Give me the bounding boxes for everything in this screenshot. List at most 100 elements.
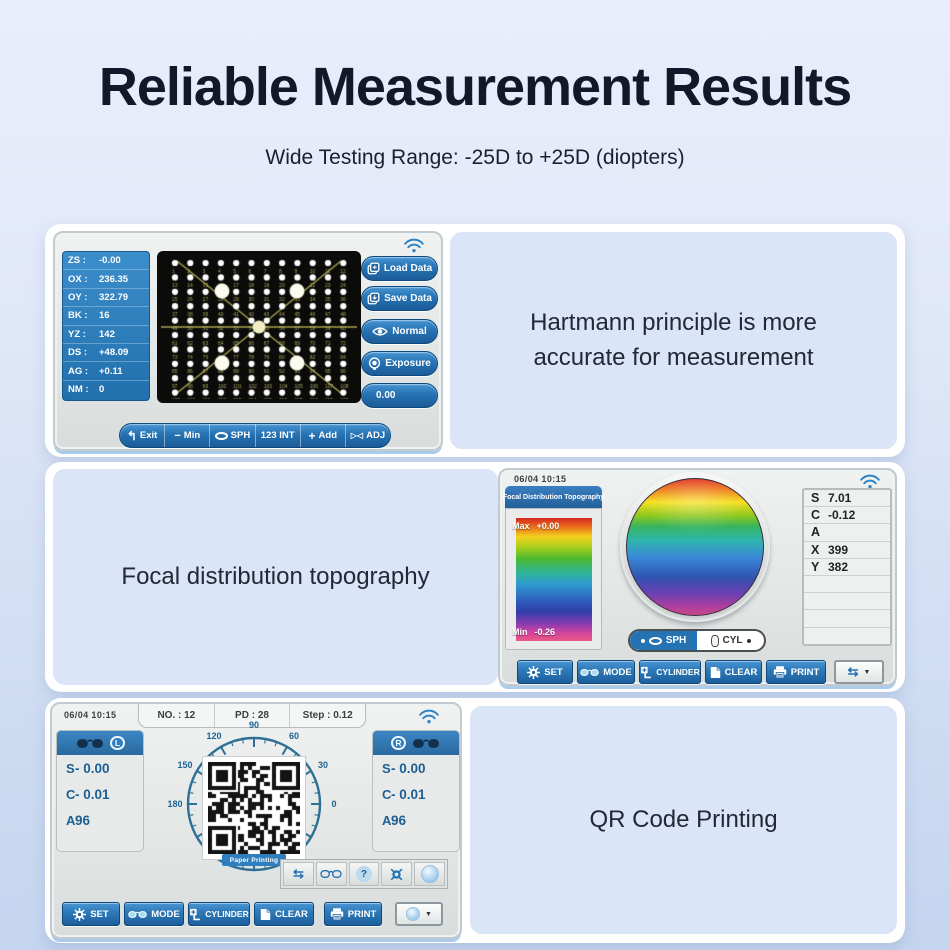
tools-button[interactable] [381, 862, 413, 886]
chevron-down-icon: ▼ [425, 910, 432, 918]
reading-row: AG : +0.11 [63, 362, 149, 381]
mode-button[interactable]: MODE [577, 660, 635, 684]
gear-icon [527, 665, 541, 679]
left-eye-header: L [57, 731, 143, 755]
help-button[interactable]: ? [348, 862, 380, 886]
card-qr-printing: 06/04 10:15 NO. : 12 PD : 28 Step : 0.12… [45, 698, 905, 943]
eye-reading-row: A 96 [66, 812, 91, 828]
glasses-mode-button[interactable] [315, 862, 347, 886]
eye-reading-row: S- 0.00 [66, 760, 110, 776]
oval-lens-icon [648, 636, 662, 645]
int-button[interactable]: 123 INT [256, 424, 301, 447]
protractor-label: 180 [167, 799, 183, 809]
step-tab[interactable]: Step : 0.12 [302, 710, 353, 721]
right-eye-header: R [373, 731, 459, 755]
eye-reading-row: C- 0.01 [66, 786, 110, 802]
qr-code-canvas [208, 762, 300, 854]
protractor-label: 90 [248, 720, 260, 730]
reading-row: OY :322.79 [63, 289, 149, 308]
mode-button[interactable]: MODE [124, 902, 184, 926]
sph-button[interactable]: SPH [210, 424, 256, 447]
return-icon: ↰ [126, 428, 137, 443]
caption-text: Hartmann principle is more accurate for … [530, 308, 817, 371]
glasses-icon [128, 910, 148, 918]
save-data-button[interactable]: Save Data [361, 286, 438, 311]
left-eye-panel: L S- 0.00 C- 0.01 A 96 [56, 730, 144, 852]
caption-text: Focal distribution topography [121, 562, 430, 590]
right-eye-badge: R [391, 736, 406, 750]
cylinder-button[interactable]: CYLINDER [188, 902, 250, 926]
eye-reading-row: C- 0.01 [382, 786, 426, 802]
min-button[interactable]: − Min [165, 424, 211, 447]
measurement-readout-panel: ZS : -0.00 OX :236.35 OY :322.79 BK :16 Y… [62, 251, 150, 401]
bullet-icon [746, 638, 751, 643]
lens-dropdown[interactable]: ▼ [395, 902, 443, 926]
cyl-toggle-option[interactable]: CYL [697, 631, 764, 650]
table-row [804, 593, 890, 611]
scale-max-label: Max +0.00 [512, 521, 560, 531]
caption-panel-qr: QR Code Printing [470, 706, 897, 934]
caption-text: QR Code Printing [589, 805, 778, 833]
tools-icon [390, 868, 403, 880]
clear-button[interactable]: CLEAR [254, 902, 314, 926]
glasses-icon [580, 668, 600, 676]
cylinder-plus-icon [641, 666, 652, 678]
datetime-label: 06/04 10:15 [514, 474, 567, 484]
print-button[interactable]: PRINT [324, 902, 382, 926]
normal-mode-button[interactable]: Normal [361, 319, 438, 344]
swap-arrows-icon: ⇆ [292, 866, 304, 881]
protractor-label: 120 [206, 731, 222, 741]
caption-panel-topography: Focal distribution topography [53, 469, 498, 685]
pd-tab[interactable]: PD : 28 [215, 704, 291, 727]
exit-button[interactable]: ↰ Exit [120, 424, 166, 447]
exposure-button[interactable]: Exposure [361, 351, 438, 376]
qr-code [203, 757, 305, 859]
table-row: C -0.12 [804, 507, 890, 525]
adj-button[interactable]: ▷◁ ADJ [350, 430, 386, 441]
topography-circle-bezel [620, 472, 770, 622]
set-button[interactable]: SET [62, 902, 120, 926]
table-row: X 399 [804, 542, 890, 559]
glasses-icon [320, 870, 342, 878]
gear-icon [73, 907, 87, 921]
adjust-icon: ▷◁ [350, 431, 364, 440]
protractor-label: 30 [317, 760, 329, 770]
wifi-icon [860, 474, 880, 489]
wifi-icon [419, 709, 439, 724]
table-row [804, 610, 890, 628]
scale-min-label: Min -0.26 [512, 627, 556, 637]
printer-icon [330, 907, 343, 920]
reading-row: ZS : -0.00 [63, 252, 149, 271]
protractor-label: 150 [177, 760, 193, 770]
topography-header-tab: Focal Distribution Topography [503, 486, 604, 508]
question-mark-icon: ? [355, 866, 372, 882]
results-table: S 7.01 C -0.12 A X 399 Y 382 [802, 488, 892, 646]
table-row: Y 382 [804, 559, 890, 576]
adjust-dropdown[interactable]: ⇆ ▼ [834, 660, 884, 684]
zero-value-button[interactable]: 0.00 [361, 383, 438, 408]
color-scale-frame: Max +0.00 Min -0.26 [505, 508, 602, 650]
device-screen-qr: 06/04 10:15 NO. : 12 PD : 28 Step : 0.12… [50, 702, 462, 939]
meta-bar: NO. : 12 PD : 28 Step : 0.12 [138, 704, 366, 728]
minus-icon: − [174, 429, 181, 442]
swap-eyes-button[interactable]: ⇆ [283, 862, 314, 886]
protractor-label: 0 [331, 799, 337, 809]
set-button[interactable]: SET [517, 660, 573, 684]
record-number-tab[interactable]: NO. : 12 [139, 704, 215, 727]
bullet-icon [640, 638, 645, 643]
printer-icon [773, 665, 786, 678]
right-eye-panel: R S- 0.00 C- 0.01 A 96 [372, 730, 460, 852]
print-button[interactable]: PRINT [766, 660, 826, 684]
page-subtitle: Wide Testing Range: -25D to +25D (diopte… [265, 146, 685, 169]
glasses-icon [77, 738, 103, 748]
load-data-icon [367, 262, 380, 275]
chevron-down-icon: ▼ [863, 668, 871, 676]
add-button[interactable]: + Add [301, 424, 346, 447]
lens-view-button[interactable] [414, 862, 445, 886]
hartmann-dots-canvas [161, 255, 357, 399]
sph-toggle-option[interactable]: SPH [630, 631, 697, 650]
cylinder-button[interactable]: CYLINDER [639, 660, 701, 684]
clear-button[interactable]: CLEAR [705, 660, 762, 684]
load-data-button[interactable]: Load Data [361, 256, 438, 281]
paper-printing-badge: Paper Printing [222, 854, 286, 866]
